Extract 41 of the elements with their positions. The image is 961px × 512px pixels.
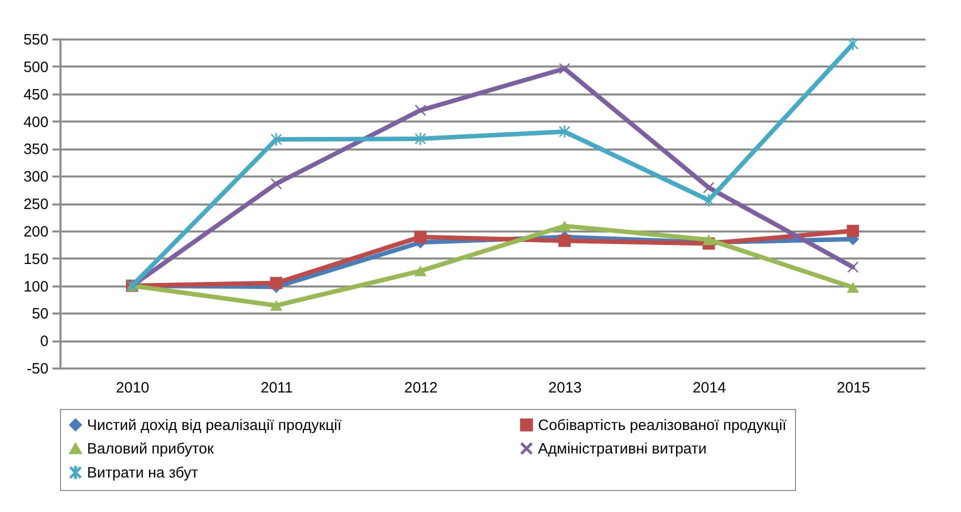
- point: [703, 182, 714, 194]
- y-tick-label: 50: [32, 306, 48, 323]
- point: [414, 230, 427, 244]
- y-tick-label: 400: [23, 114, 48, 131]
- point: [558, 220, 571, 232]
- x-tick-label: 2012: [404, 380, 438, 396]
- legend-label: Адміністративні витрати: [538, 440, 707, 458]
- point: [847, 262, 858, 273]
- point: [270, 276, 282, 290]
- x-tick-label: 2011: [260, 380, 293, 396]
- legend-label: Валовий прибуток: [87, 440, 214, 458]
- y-tick-label: 250: [23, 196, 48, 213]
- point: [846, 282, 860, 293]
- point: [847, 38, 858, 50]
- point: [414, 104, 426, 116]
- y-tick-label: 0: [40, 333, 48, 350]
- x-tick-label: 2015: [836, 380, 870, 396]
- x-tick-label: 2014: [692, 380, 726, 396]
- y-tick-label: 500: [23, 58, 48, 76]
- point: [270, 133, 282, 146]
- y-tick-label: -50: [26, 360, 48, 378]
- point: [559, 126, 570, 138]
- point: [414, 266, 427, 276]
- point: [270, 300, 282, 311]
- y-tick-label: 350: [23, 141, 48, 158]
- point: [846, 224, 860, 238]
- y-tick-label: 200: [23, 223, 48, 240]
- x-tick-label: 2010: [116, 380, 150, 396]
- y-tick-label: 150: [23, 250, 48, 268]
- y-tick-label: 300: [23, 168, 48, 186]
- legend-label: Витрати на збут: [87, 464, 198, 482]
- y-tick-label: 450: [23, 86, 48, 104]
- point: [702, 234, 715, 245]
- point: [559, 63, 570, 74]
- legend-label: Чистий дохід від реалізації продукції: [87, 416, 342, 434]
- legend-label: Собівартість реалізованої продукції: [538, 416, 788, 434]
- point: [414, 132, 426, 145]
- point: [558, 234, 571, 247]
- x-tick-label: 2013: [548, 380, 582, 396]
- y-tick-label: 100: [23, 278, 48, 296]
- y-tick-label: 550: [23, 32, 48, 48]
